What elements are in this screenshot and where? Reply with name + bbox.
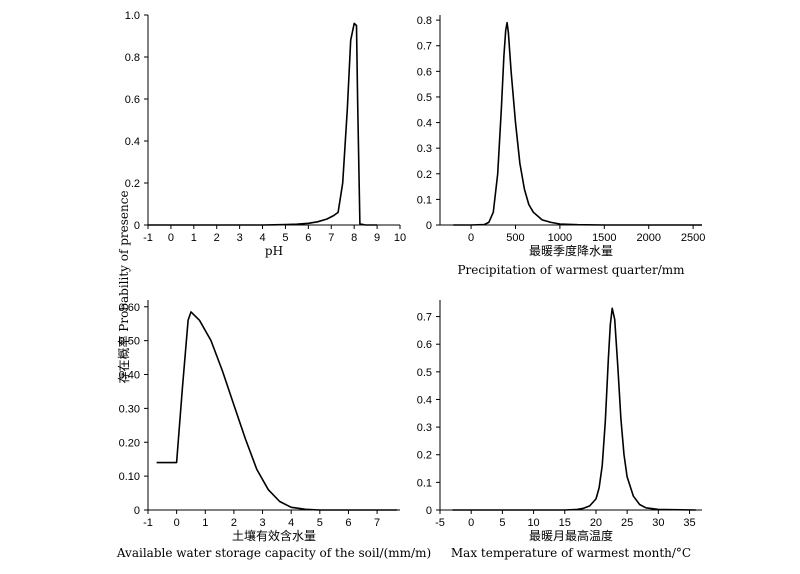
y-tick-label: 0.5 xyxy=(417,367,432,379)
x-tick-label: 7 xyxy=(328,232,334,244)
y-tick-label: 0.8 xyxy=(125,52,140,64)
x-tick-label: 35 xyxy=(683,517,695,529)
y-tick-label: 0 xyxy=(426,220,432,232)
x-tick-label: 6 xyxy=(305,232,311,244)
x-axis-label: 土壤有效含水量 xyxy=(232,528,316,543)
y-tick-label: 0.40 xyxy=(119,370,140,382)
x-tick-label: 20 xyxy=(590,517,602,529)
chart-panel-2: 0 500 1000 1500 2000 2500 0 0.1 0.2 0.3 0.4 0.5 0.6 0… xyxy=(417,15,705,277)
x-tick-label: 0 xyxy=(174,517,180,529)
x-tick-label: 2500 xyxy=(681,232,705,244)
y-tick-label: 0.2 xyxy=(417,450,432,462)
y-tick-label: 0.2 xyxy=(125,178,140,190)
x-axis-label: 最暖季度降水量 xyxy=(529,243,613,258)
chart-panel-3: -1 0 1 2 3 4 5 6 700.100.200.300.400.500.60土壤有效含… xyxy=(116,300,431,560)
x-axis-label-en: Precipitation of warmest quarter/mm xyxy=(457,263,685,277)
x-tick-label: 25 xyxy=(621,517,633,529)
x-axis-label-en: Max temperature of warmest month/°C xyxy=(451,546,691,560)
x-axis-label: pH xyxy=(265,244,283,258)
y-tick-label: 0.10 xyxy=(119,471,140,483)
x-tick-label: 5 xyxy=(499,517,505,529)
x-tick-label: 1000 xyxy=(548,232,572,244)
x-tick-label: 2 xyxy=(214,232,220,244)
series-line xyxy=(156,311,398,511)
series-line xyxy=(148,22,378,226)
x-tick-label: 2000 xyxy=(636,232,660,244)
y-tick-label: 0.6 xyxy=(417,339,432,351)
y-tick-label: 0.7 xyxy=(417,41,432,53)
y-tick-label: 0.50 xyxy=(119,336,140,348)
chart-panel-4: -5 0 5 10 15 20 25 30 3500.10.20.30.40.50.60.7最暖… xyxy=(417,300,702,560)
y-tick-label: 0 xyxy=(426,505,432,517)
x-tick-label: 8 xyxy=(351,232,357,244)
x-tick-label: 7 xyxy=(374,517,380,529)
x-tick-label: 9 xyxy=(374,232,380,244)
x-tick-label: 0 xyxy=(468,517,474,529)
y-tick-label: 0.4 xyxy=(125,136,140,148)
x-tick-label: 1500 xyxy=(592,232,616,244)
x-tick-label: -1 xyxy=(143,232,153,244)
x-tick-label: 1 xyxy=(191,232,197,244)
x-tick-label: 10 xyxy=(394,232,406,244)
y-tick-label: 0.1 xyxy=(417,194,432,206)
y-tick-label: 0.3 xyxy=(417,143,432,155)
y-tick-label: 0.30 xyxy=(119,403,140,415)
y-tick-label: 0.3 xyxy=(417,422,432,434)
x-tick-label: 3 xyxy=(259,517,265,529)
x-tick-label: 15 xyxy=(559,517,571,529)
x-tick-label: 5 xyxy=(317,517,323,529)
y-tick-label: 0.4 xyxy=(417,118,432,130)
shared-y-axis-label: 存在概率 Probability of presence xyxy=(116,190,131,383)
x-tick-label: 4 xyxy=(288,517,294,529)
y-tick-label: 0.8 xyxy=(417,15,432,27)
x-tick-label: 3 xyxy=(237,232,243,244)
series-line xyxy=(453,21,702,226)
x-axis-label: 最暖月最高温度 xyxy=(529,528,613,543)
x-tick-label: 4 xyxy=(259,232,265,244)
x-axis-label-en: Available water storage capacity of the … xyxy=(116,546,431,560)
y-tick-label: 1.0 xyxy=(125,10,140,22)
chart-panel-1: -1 0 1 2 3 4 5 6 7 8 9 1000.20.40.60.81.0pH xyxy=(125,10,406,258)
y-tick-label: 0 xyxy=(134,220,140,232)
x-tick-label: 10 xyxy=(527,517,539,529)
y-tick-label: 0.5 xyxy=(417,92,432,104)
x-tick-label: 500 xyxy=(506,232,524,244)
x-tick-label: 6 xyxy=(345,517,351,529)
y-tick-label: 0.2 xyxy=(417,169,432,181)
x-tick-label: -1 xyxy=(143,517,153,529)
y-tick-label: 0.20 xyxy=(119,437,140,449)
y-tick-label: 0.1 xyxy=(417,477,432,489)
y-tick-label: 0 xyxy=(134,505,140,517)
x-tick-label: 2 xyxy=(231,517,237,529)
x-tick-label: 0 xyxy=(168,232,174,244)
x-tick-label: 0 xyxy=(468,232,474,244)
y-tick-label: 0.6 xyxy=(125,94,140,106)
y-tick-label: 0.7 xyxy=(417,312,432,324)
series-line xyxy=(452,307,696,511)
y-tick-label: 0.60 xyxy=(119,302,140,314)
x-tick-label: 30 xyxy=(652,517,664,529)
y-tick-label: 0.6 xyxy=(417,66,432,78)
x-tick-label: -5 xyxy=(435,517,445,529)
y-tick-label: 0.4 xyxy=(417,394,432,406)
x-tick-label: 5 xyxy=(282,232,288,244)
x-tick-label: 1 xyxy=(202,517,208,529)
